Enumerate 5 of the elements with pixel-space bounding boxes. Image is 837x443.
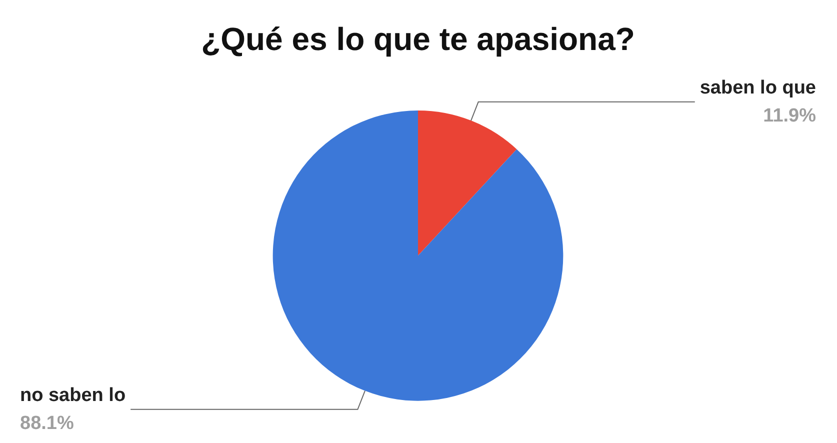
chart-title: ¿Qué es lo que te apasiona? bbox=[201, 21, 635, 57]
data-label: 11.9% bbox=[763, 105, 816, 126]
slice-label: no saben lo bbox=[20, 384, 126, 406]
slice-label: saben lo que bbox=[700, 77, 816, 98]
data-label: 88.1% bbox=[20, 412, 74, 434]
